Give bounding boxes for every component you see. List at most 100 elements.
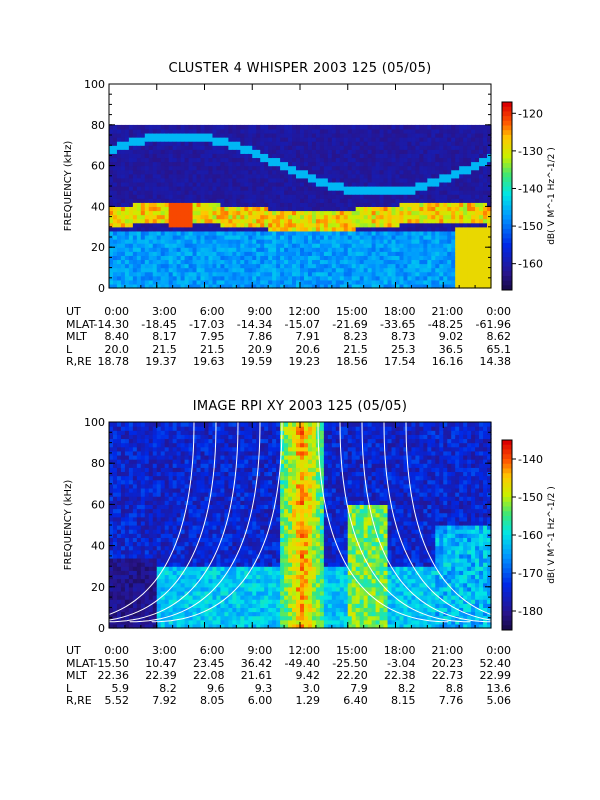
spectrogram-cell [132, 255, 138, 261]
spectrogram-cell [116, 218, 122, 224]
spectrogram-cell [228, 128, 233, 134]
spectrogram-cell [212, 157, 218, 163]
spectrogram-cell [164, 275, 170, 281]
spectrogram-cell [128, 508, 134, 514]
spectrogram-cell [180, 562, 186, 567]
spectrogram-cell [216, 124, 222, 130]
spectrogram-cell [152, 239, 158, 244]
spectrogram-cell [128, 222, 134, 228]
spectrogram-cell [156, 279, 162, 285]
spectrogram-cell [132, 582, 138, 588]
spectrogram-cell [208, 145, 214, 150]
spectrogram-cell [152, 545, 158, 551]
spectrogram-cell [132, 165, 138, 171]
spectrogram-cell [284, 263, 289, 269]
spectrogram-cell [284, 275, 289, 281]
spectrogram-cell [272, 202, 277, 207]
spectrogram-cell [172, 463, 178, 468]
spectrogram-cell [136, 582, 142, 588]
spectrogram-cell [116, 450, 122, 456]
spectrogram-cell [200, 259, 206, 265]
spectrogram-cell [252, 181, 257, 187]
spectrogram-cell [136, 545, 142, 551]
spectrogram-cell [164, 202, 170, 207]
spectrogram-cell [168, 279, 174, 285]
spectrogram-cell [128, 267, 134, 273]
spectrogram-cell [224, 222, 229, 228]
spectrogram-cell [184, 214, 190, 220]
spectrogram-cell [156, 190, 162, 195]
spectrogram-cell [120, 467, 126, 473]
spectrogram-cell [148, 496, 154, 501]
spectrogram-cell [156, 586, 162, 592]
spectrogram-cell [116, 512, 122, 518]
spectrogram-cell [228, 218, 233, 224]
spectrogram-cell [260, 145, 265, 150]
spectrogram-cell [288, 243, 293, 248]
spectrogram-cell [204, 206, 210, 212]
spectrogram-cell [164, 492, 170, 497]
spectrogram-cell [168, 243, 174, 248]
spectrogram-cell [208, 173, 214, 179]
spectrogram-cell [164, 578, 170, 584]
spectrogram-cell [212, 234, 218, 240]
spectrogram-cell [124, 141, 130, 146]
spectrogram-cell [204, 283, 210, 289]
spectrogram-cell [260, 206, 265, 212]
spectrogram-cell [160, 508, 166, 514]
spectrogram-cell [164, 438, 170, 444]
spectrogram-cell [184, 263, 190, 269]
spectrogram-cell [172, 442, 178, 448]
spectrogram-cell [272, 198, 277, 203]
spectrogram-cell [232, 230, 237, 236]
spectrogram-cell [156, 426, 162, 431]
spectrogram-cell [272, 132, 277, 138]
spectrogram-cell [252, 128, 257, 134]
spectrogram-cell [260, 194, 265, 199]
spectrogram-cell [240, 186, 245, 191]
spectrogram-cell [256, 153, 261, 159]
spectrogram-cell [272, 259, 277, 265]
spectrogram-cell [220, 153, 225, 159]
spectrogram-cell [276, 173, 281, 179]
spectrogram-cell [224, 210, 229, 216]
spectrogram-cell [160, 603, 166, 608]
spectrogram-cell [144, 471, 150, 477]
spectrogram-cell [148, 210, 154, 216]
spectrogram-cell [148, 226, 154, 232]
spectrogram-cell [168, 210, 174, 216]
spectrogram-cell [232, 149, 237, 154]
spectrogram-cell [144, 533, 150, 538]
spectrogram-cell [180, 128, 186, 134]
spectrogram-cell [168, 463, 174, 468]
spectrogram-cell [140, 247, 146, 252]
spectrogram-cell [240, 218, 245, 224]
spectrogram-cell [268, 247, 273, 252]
spectrogram-cell [288, 124, 293, 130]
spectrogram-image [109, 84, 492, 289]
spectrogram-cell [180, 275, 186, 281]
spectrogram-cell [168, 516, 174, 522]
spectrogram-cell [132, 218, 138, 224]
spectrogram-cell [116, 181, 122, 187]
spectrogram-cell [260, 275, 265, 281]
spectrogram-cell [252, 243, 257, 248]
spectrogram-cell [276, 137, 281, 142]
spectrogram-cell [200, 226, 206, 232]
spectrogram-cell [116, 520, 122, 526]
spectrogram-cell [288, 194, 293, 199]
spectrogram-cell [120, 226, 126, 232]
spectrogram-cell [160, 438, 166, 444]
spectrogram-cell [152, 557, 158, 563]
spectrogram-cell [280, 255, 285, 261]
spectrogram-cell [132, 446, 138, 452]
spectrogram-cell [148, 541, 154, 547]
spectrogram-cell [109, 570, 114, 576]
spectrogram-cell [232, 202, 237, 207]
spectrogram-cell [120, 557, 126, 563]
spectrogram-cell [220, 259, 225, 265]
spectrogram-cell [252, 259, 257, 265]
spectrogram-cell [128, 279, 134, 285]
spectrogram-cell [152, 595, 158, 600]
spectrogram-cell [272, 251, 277, 256]
